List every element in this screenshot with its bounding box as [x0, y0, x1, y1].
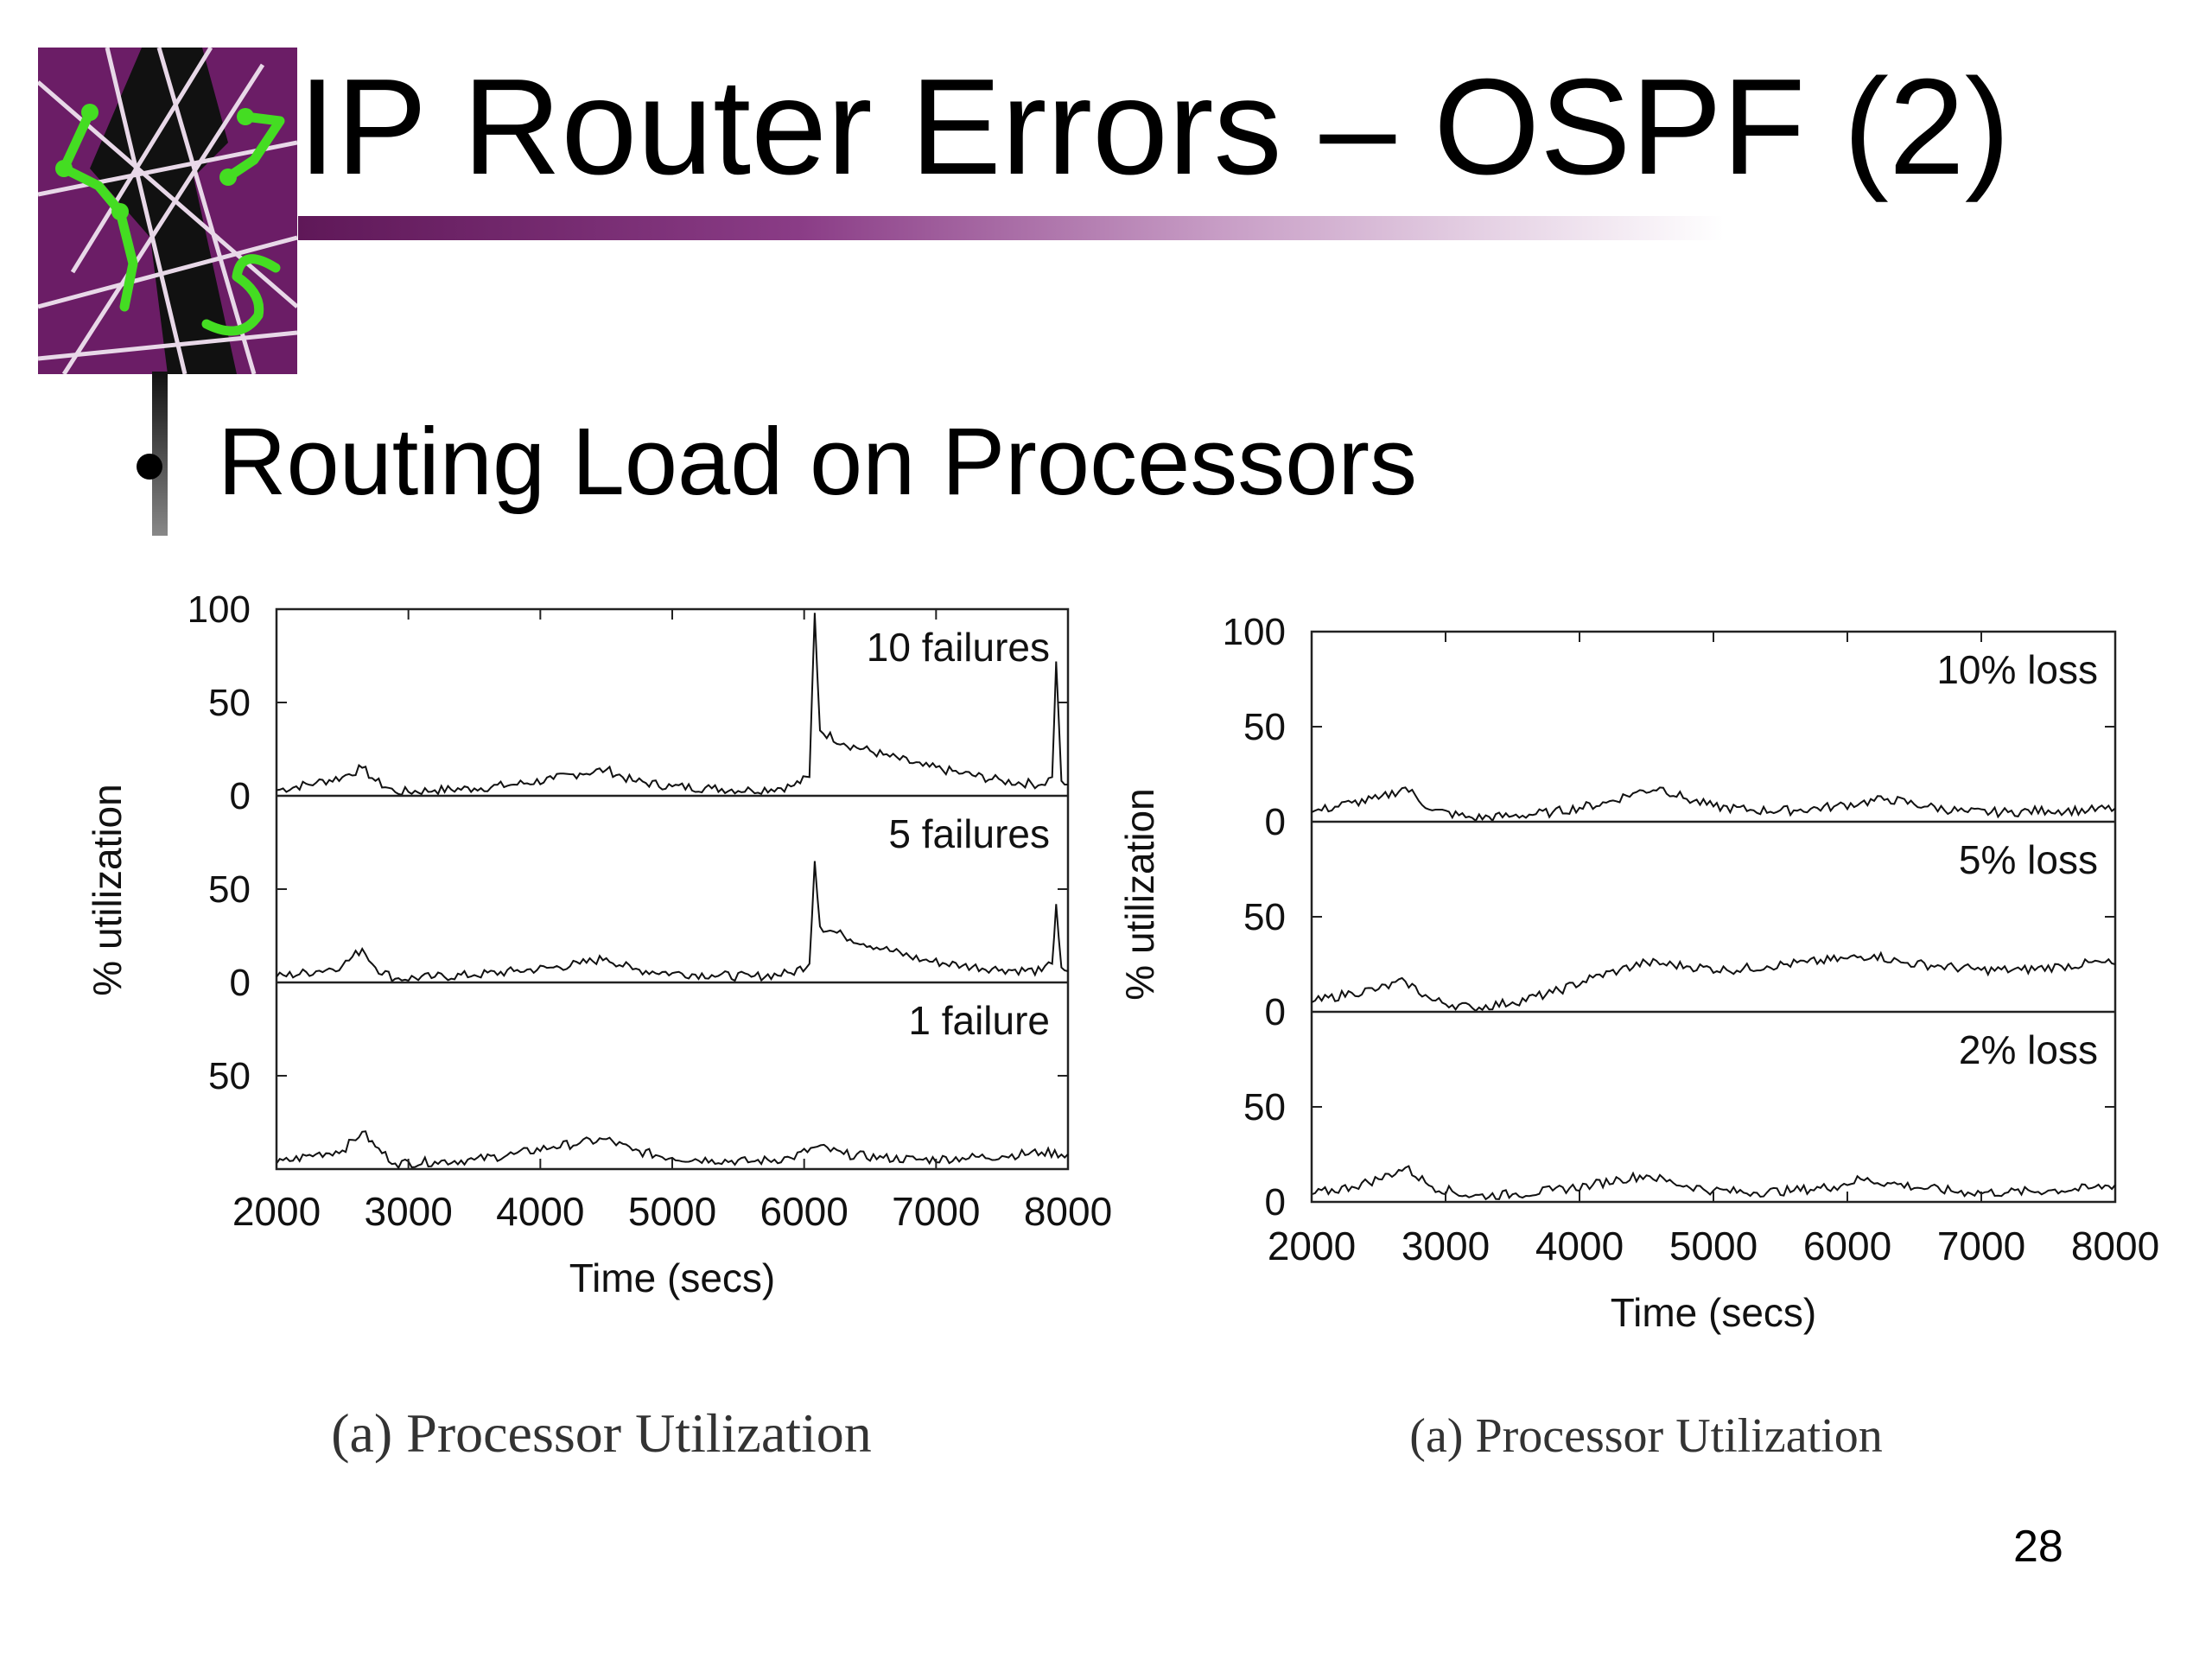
series-line	[276, 613, 1068, 797]
y-tick-label: 0	[230, 775, 251, 817]
x-tick-label: 7000	[1937, 1224, 2025, 1268]
chart-frame	[275, 607, 1070, 1171]
x-tick-label: 3000	[1402, 1224, 1490, 1268]
series-line	[1311, 950, 2116, 1013]
panel-label: 10 failures	[867, 625, 1050, 670]
y-tick-label: 0	[230, 962, 251, 1004]
y-axis-label: % utilization	[1117, 788, 1162, 1000]
y-tick-label: 50	[1243, 1086, 1286, 1128]
x-tick-label: 4000	[1535, 1224, 1624, 1268]
x-tick-label: 8000	[2071, 1224, 2159, 1268]
page-title: IP Router Errors – OSPF (2)	[298, 51, 2011, 203]
x-tick-label: 3000	[364, 1189, 452, 1234]
series-line	[1311, 786, 2116, 823]
panel-label: 5 failures	[888, 811, 1050, 856]
panel-label: 2% loss	[1959, 1027, 2098, 1072]
x-tick-label: 5000	[628, 1189, 716, 1234]
x-axis-label: Time (secs)	[569, 1255, 776, 1300]
y-tick-label: 50	[208, 868, 251, 911]
y-tick-label: 50	[208, 682, 251, 724]
y-tick-label: 100	[1223, 611, 1286, 653]
chart-caption: (a) Processor Utilization	[1409, 1409, 1882, 1463]
y-tick-label: 100	[188, 588, 251, 631]
bullet-text: Routing Load on Processors	[218, 409, 1418, 515]
y-tick-label: 50	[1243, 896, 1286, 938]
bullet-icon	[137, 454, 162, 480]
y-tick-label: 0	[1265, 991, 1286, 1033]
x-tick-label: 7000	[892, 1189, 980, 1234]
panel-label: 1 failure	[908, 998, 1050, 1043]
x-tick-label: 2000	[1268, 1224, 1356, 1268]
chart-caption: (a) Processor Utilization	[331, 1402, 872, 1464]
x-tick-label: 6000	[1803, 1224, 1891, 1268]
logo-drip-bar	[152, 372, 168, 536]
x-tick-label: 8000	[1024, 1189, 1112, 1234]
panel-label: 10% loss	[1936, 647, 2098, 692]
y-tick-label: 50	[208, 1055, 251, 1097]
x-tick-label: 5000	[1669, 1224, 1758, 1268]
panel-label: 5% loss	[1959, 837, 2098, 882]
y-tick-label: 50	[1243, 706, 1286, 748]
chart-frame	[1310, 630, 2117, 1204]
ospf-network-logo-icon	[38, 48, 297, 374]
y-tick-label: 0	[1265, 801, 1286, 843]
title-underline-bar	[298, 216, 1724, 240]
y-tick-label: 0	[1265, 1181, 1286, 1224]
x-tick-label: 4000	[496, 1189, 584, 1234]
series-line	[276, 861, 1069, 983]
page-number: 28	[2013, 1522, 2063, 1572]
x-tick-label: 2000	[232, 1189, 321, 1234]
x-axis-label: Time (secs)	[1611, 1290, 1817, 1335]
y-axis-label: % utilization	[85, 784, 130, 995]
x-tick-label: 6000	[760, 1189, 848, 1234]
